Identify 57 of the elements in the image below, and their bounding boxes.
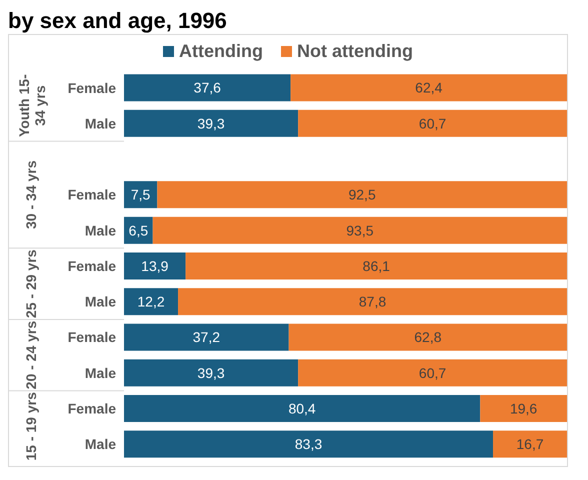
text: 25 - 29 yrs — [23, 249, 39, 318]
bar — [124, 252, 186, 280]
bar — [298, 110, 567, 137]
data-label: 60,7 — [418, 364, 446, 381]
y-tick-label: Male — [84, 222, 116, 238]
data-label: 93,5 — [346, 222, 374, 238]
bar — [186, 252, 567, 280]
y-tick-label: Male — [84, 436, 116, 452]
data-label: 62,4 — [415, 80, 443, 96]
data-label: 86,1 — [362, 258, 390, 274]
y-tick-label: Male — [84, 364, 116, 381]
bar — [124, 324, 289, 351]
bar — [290, 74, 567, 102]
data-label: 16,7 — [516, 436, 544, 452]
bar — [157, 181, 567, 208]
data-label: 83,3 — [294, 436, 322, 452]
data-label: 62,8 — [414, 329, 442, 346]
data-label: 39,3 — [197, 364, 225, 381]
data-label: 37,2 — [192, 329, 220, 346]
data-label: 87,8 — [358, 294, 386, 310]
data-label: 7,5 — [130, 186, 151, 203]
bar — [124, 359, 298, 386]
legend-label: Attending — [178, 41, 263, 62]
bar — [288, 324, 567, 351]
data-label: 39,3 — [197, 115, 225, 132]
legend-label: Not attending — [296, 41, 413, 62]
data-label: 37,6 — [194, 80, 222, 96]
bar — [124, 181, 158, 208]
y-tick-label: Female — [68, 80, 116, 96]
y-tick-label: Male — [84, 115, 116, 132]
data-label: 60,7 — [418, 115, 446, 132]
bar — [124, 288, 178, 316]
bar — [178, 288, 567, 316]
data-label: 92,5 — [348, 186, 376, 203]
data-label: 6,5 — [128, 222, 148, 238]
data-label: 80,4 — [288, 400, 316, 416]
y-tick-label: Female — [68, 258, 116, 274]
text: 20 - 24 yrs — [23, 320, 39, 390]
y-tick-label: Female — [68, 329, 116, 346]
bar — [480, 395, 567, 422]
data-label: 12,2 — [137, 294, 165, 310]
text: 15 - 19 yrs — [23, 392, 39, 461]
data-label: 19,6 — [510, 400, 538, 416]
bar — [124, 395, 480, 422]
chart-title: by sex and age, 1996 — [8, 8, 228, 34]
bar — [152, 216, 567, 244]
y-tick-label: Female — [68, 400, 116, 417]
bar — [124, 110, 298, 137]
bar — [298, 359, 567, 386]
bar — [124, 74, 291, 102]
data-label: 13,9 — [141, 258, 169, 274]
bar — [493, 430, 567, 458]
y-tick-label: Female — [68, 186, 116, 203]
text: Youth 15-34 yrs — [16, 74, 48, 138]
bar — [124, 430, 494, 458]
text: 30 - 34 yrs — [23, 160, 39, 229]
y-tick-label: Male — [84, 294, 116, 310]
